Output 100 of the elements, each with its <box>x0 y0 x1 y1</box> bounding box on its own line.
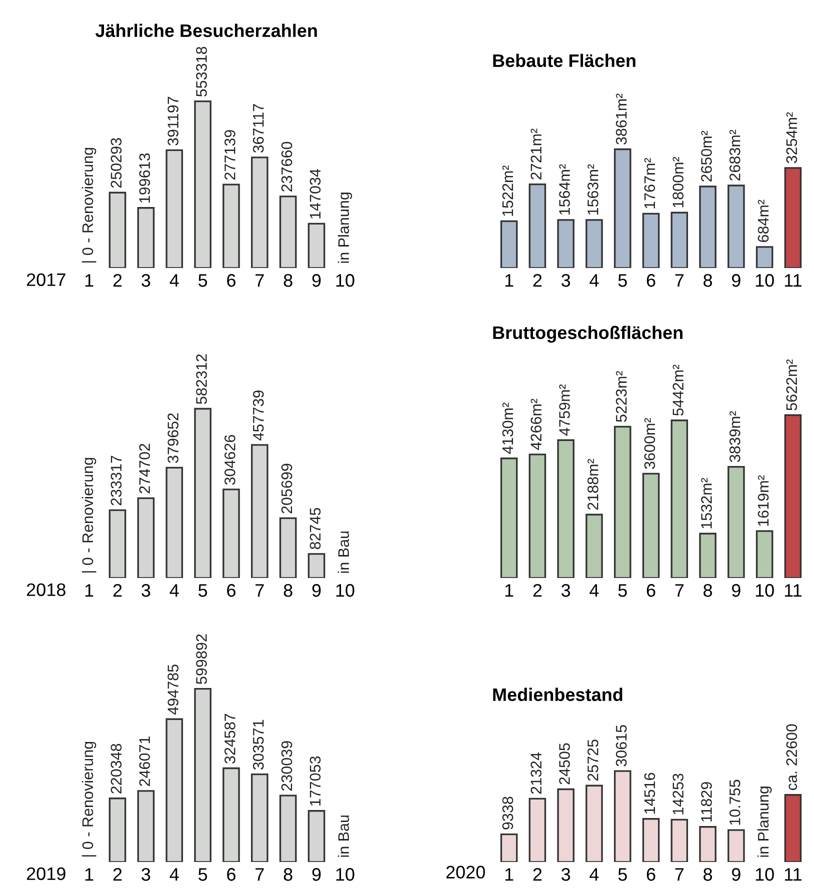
x-tick-label: 2 <box>533 584 542 597</box>
data-label: 1564m² <box>559 164 570 215</box>
bar <box>614 770 632 862</box>
bar <box>642 212 660 268</box>
bar <box>279 517 297 578</box>
text: in Planung <box>338 192 352 263</box>
x-axis-title: 2019 <box>26 867 66 880</box>
x-tick-label: 9 <box>732 274 740 287</box>
data-label: 4759m² <box>559 384 570 436</box>
data-label: 3861m² <box>616 94 627 144</box>
data-label: 246071 <box>139 736 150 786</box>
x-tick-label: 7 <box>675 274 684 287</box>
x-tick-label: 2 <box>113 868 122 881</box>
data-label: 220348 <box>110 744 122 794</box>
x-tick-label: 5 <box>618 584 627 597</box>
data-label: 684m² <box>758 200 769 242</box>
bar <box>528 798 546 862</box>
bar <box>279 196 297 268</box>
x-tick-label: 6 <box>646 584 656 597</box>
x-tick-label: 1 <box>85 584 94 597</box>
text: in Bau <box>338 816 350 857</box>
data-label: ca. 22600 <box>786 724 798 790</box>
x-tick-label: 9 <box>312 584 321 597</box>
x-tick-label: 10 <box>336 584 354 597</box>
data-label: 233317 <box>110 456 122 506</box>
bar <box>137 207 155 268</box>
data-label: 11829 <box>701 782 712 822</box>
bar <box>784 167 802 268</box>
bar <box>500 458 518 578</box>
data-label: 14516 <box>644 772 656 814</box>
bar <box>756 530 774 578</box>
x-tick-label: 5 <box>198 868 208 881</box>
data-label: 4130m² <box>502 402 514 454</box>
bar <box>670 818 688 862</box>
data-label: 9338 <box>502 796 514 830</box>
bar <box>728 829 745 862</box>
x-tick-label: 1 <box>505 274 514 287</box>
x-tick-label: 4 <box>590 868 599 881</box>
data-label: | 0 - Renovierung <box>82 742 96 856</box>
x-tick-label: 8 <box>704 868 712 881</box>
x-tick-label: 5 <box>198 584 208 597</box>
bar <box>699 186 716 268</box>
data-label: 1767m² <box>644 158 656 208</box>
bar <box>670 420 688 578</box>
bar <box>728 466 745 578</box>
x-tick-label: 7 <box>675 584 684 597</box>
data-label: 494785 <box>168 664 178 715</box>
bar <box>557 439 574 578</box>
x-tick-label: 4 <box>170 868 179 881</box>
x-tick-label: 7 <box>256 584 264 597</box>
x-tick-label: 5 <box>198 274 208 287</box>
data-label: | 0 - Renovierung <box>82 458 96 572</box>
data-label: 230039 <box>281 741 292 791</box>
data-label: 1563m² <box>587 164 598 215</box>
bar <box>279 794 297 862</box>
x-tick-label: 4 <box>590 274 599 287</box>
data-label: 324587 <box>224 714 236 764</box>
data-label: 82745 <box>310 508 321 550</box>
data-label: 147034 <box>310 169 321 218</box>
data-label: 250293 <box>110 138 122 188</box>
data-label: 599892 <box>196 634 207 684</box>
bar <box>756 246 774 268</box>
x-tick-label: 3 <box>561 584 570 597</box>
bar <box>557 219 574 268</box>
bar <box>784 794 802 862</box>
bar <box>614 426 632 578</box>
data-label: 2650m² <box>701 130 712 182</box>
data-label: 5622m² <box>786 359 798 410</box>
bar <box>108 509 126 578</box>
x-tick-label: 2 <box>533 868 542 881</box>
x-tick-label: 11 <box>784 584 802 597</box>
x-tick-label: 9 <box>312 274 321 287</box>
chart-title: Bebaute Flächen <box>493 54 636 68</box>
bar <box>222 488 240 578</box>
x-tick-label: 5 <box>618 274 627 287</box>
chart-title: Bruttogeschoßflächen <box>493 326 682 343</box>
x-tick-label: 2 <box>113 274 122 287</box>
bar <box>557 788 574 862</box>
bar <box>500 220 518 268</box>
x-tick-label: 9 <box>732 584 740 597</box>
x-tick-label: 9 <box>312 868 321 881</box>
data-label: 2188m² <box>587 458 598 510</box>
data-label: 304626 <box>224 434 236 485</box>
x-tick-label: 3 <box>142 584 150 597</box>
data-label: 303571 <box>252 720 264 770</box>
data-label: 10.755 <box>729 780 740 825</box>
data-label: 21324 <box>530 752 542 794</box>
data-label: 4266m² <box>530 398 542 450</box>
bar <box>699 826 716 862</box>
data-label: 237660 <box>281 142 292 192</box>
x-tick-label: 4 <box>590 584 599 597</box>
data-label: 367117 <box>252 104 264 153</box>
bar <box>308 553 326 578</box>
data-label: 3254m² <box>786 112 798 164</box>
data-label: 391197 <box>168 96 178 146</box>
bar <box>250 156 268 268</box>
x-tick-label: 2 <box>113 584 122 597</box>
x-tick-label: 11 <box>784 274 802 287</box>
x-tick-label: 1 <box>85 868 94 881</box>
data-label: 199613 <box>139 153 150 203</box>
